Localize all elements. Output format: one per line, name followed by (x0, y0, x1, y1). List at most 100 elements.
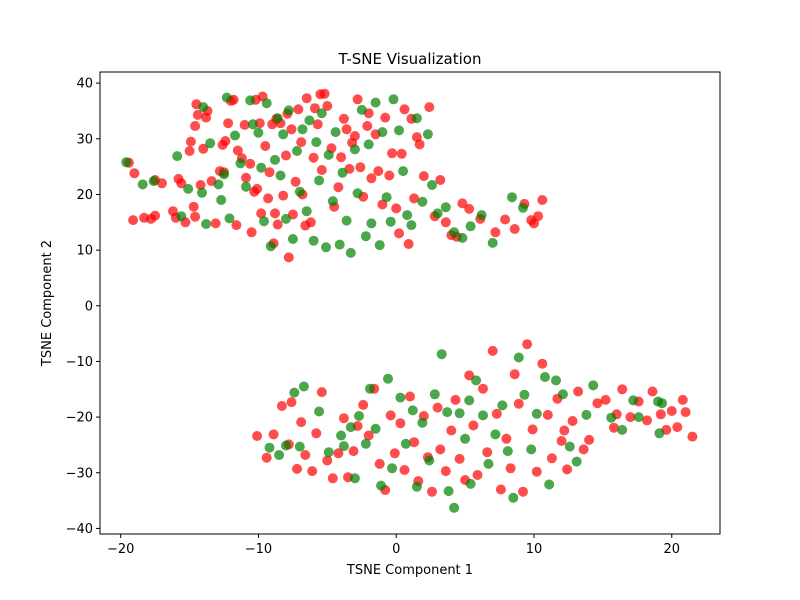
data-point-series-2-101 (411, 481, 422, 492)
data-point-series-1-57 (281, 150, 291, 161)
y-tick-label: 0 (85, 299, 93, 314)
data-point-series-1-6 (150, 210, 161, 221)
data-point-series-2-138 (464, 395, 475, 406)
data-point-series-1-159 (435, 444, 446, 455)
data-point-series-2-130 (606, 412, 617, 423)
y-tick-label: 40 (76, 77, 93, 92)
data-point-series-2-91 (354, 411, 364, 421)
data-point-series-1-113 (457, 198, 468, 209)
data-point-series-2-94 (370, 423, 381, 434)
data-point-series-2-85 (314, 406, 325, 417)
data-point-series-1-182 (542, 409, 553, 420)
data-point-series-1-114 (464, 203, 475, 214)
data-point-series-1-80 (338, 113, 349, 124)
data-point-series-2-126 (564, 441, 575, 452)
data-point-series-2-45 (337, 167, 348, 178)
data-point-series-1-18 (192, 109, 203, 120)
data-point-series-1-22 (198, 143, 209, 154)
data-point-series-1-175 (509, 369, 520, 380)
data-point-series-2-118 (513, 352, 524, 363)
data-point-series-2-52 (363, 139, 374, 150)
data-point-series-2-13 (224, 213, 235, 224)
data-point-series-1-168 (478, 383, 488, 394)
data-point-series-2-59 (388, 94, 399, 105)
data-point-series-1-192 (600, 394, 611, 405)
data-point-series-2-55 (374, 240, 385, 251)
data-point-series-2-27 (278, 129, 289, 140)
data-point-series-1-174 (505, 463, 516, 474)
data-point-series-2-15 (235, 158, 246, 169)
data-point-series-2-132 (628, 395, 639, 406)
data-point-series-2-34 (301, 206, 312, 217)
data-point-series-1-201 (666, 406, 677, 416)
data-point-series-2-4 (176, 211, 187, 222)
data-point-series-1-169 (482, 447, 493, 458)
data-point-series-2-129 (588, 380, 599, 391)
data-point-series-2-114 (490, 429, 501, 440)
data-point-series-1-70 (309, 103, 320, 114)
data-point-series-2-61 (398, 166, 409, 177)
data-point-series-1-203 (677, 394, 688, 405)
data-point-series-1-14 (184, 146, 195, 156)
data-point-series-1-187 (567, 416, 578, 426)
data-point-series-1-193 (608, 422, 619, 433)
y-axis-label: TSNE Component 2 (40, 240, 55, 367)
data-point-series-1-88 (362, 121, 373, 131)
data-point-series-2-7 (201, 219, 212, 229)
data-point-series-1-62 (290, 176, 301, 187)
data-point-series-2-72 (465, 221, 476, 232)
data-point-series-1-40 (246, 227, 257, 238)
data-point-series-2-19 (253, 127, 264, 138)
data-point-series-2-133 (633, 412, 644, 423)
data-point-series-1-148 (385, 410, 396, 421)
data-point-series-2-41 (323, 149, 334, 160)
data-point-series-1-43 (252, 183, 263, 194)
data-point-series-1-63 (293, 104, 304, 115)
data-point-series-2-127 (571, 456, 582, 467)
data-point-series-1-151 (399, 465, 410, 475)
data-point-series-1-15 (185, 136, 196, 147)
data-point-series-1-16 (190, 121, 201, 131)
data-point-series-1-8 (157, 178, 167, 189)
data-point-series-2-36 (308, 235, 319, 246)
data-point-series-1-95 (384, 170, 395, 181)
data-point-series-1-177 (518, 486, 528, 497)
data-point-series-1-126 (268, 429, 279, 440)
data-point-series-1-160 (440, 466, 451, 477)
y-tick-label: 30 (76, 132, 93, 147)
data-point-series-1-186 (562, 464, 573, 475)
data-point-series-1-107 (424, 102, 435, 113)
data-point-series-1-197 (642, 415, 652, 426)
data-point-series-1-109 (435, 175, 446, 185)
data-point-series-1-116 (490, 227, 501, 238)
data-point-series-2-89 (345, 422, 356, 433)
data-point-series-1-161 (446, 425, 457, 436)
data-point-series-1-157 (427, 486, 437, 497)
data-point-series-1-85 (352, 94, 363, 105)
data-point-series-1-127 (276, 401, 287, 411)
data-point-series-2-119 (519, 389, 530, 400)
data-point-series-1-194 (617, 384, 628, 395)
data-point-series-1-129 (286, 397, 297, 408)
data-point-series-1-124 (252, 431, 263, 441)
data-point-series-1-199 (655, 409, 666, 420)
x-tick-label: 10 (526, 542, 543, 557)
data-point-series-2-57 (381, 192, 392, 203)
data-point-series-2-67 (427, 180, 437, 190)
data-point-series-2-95 (376, 480, 387, 491)
data-point-series-2-111 (471, 375, 482, 386)
data-point-series-1-21 (195, 180, 206, 190)
data-point-series-1-204 (680, 407, 691, 418)
data-point-series-2-53 (366, 218, 377, 229)
data-point-series-1-78 (333, 182, 344, 193)
data-point-series-1-30 (220, 136, 231, 146)
data-point-series-2-44 (334, 239, 345, 250)
y-tick-label: −30 (66, 466, 93, 481)
data-point-series-1-98 (394, 228, 404, 239)
data-point-series-1-48 (263, 193, 274, 204)
data-point-series-1-2 (129, 168, 140, 179)
data-point-series-2-136 (653, 396, 663, 407)
data-point-series-2-137 (442, 407, 453, 418)
data-point-series-1-149 (389, 448, 400, 459)
data-point-series-2-70 (449, 227, 460, 238)
